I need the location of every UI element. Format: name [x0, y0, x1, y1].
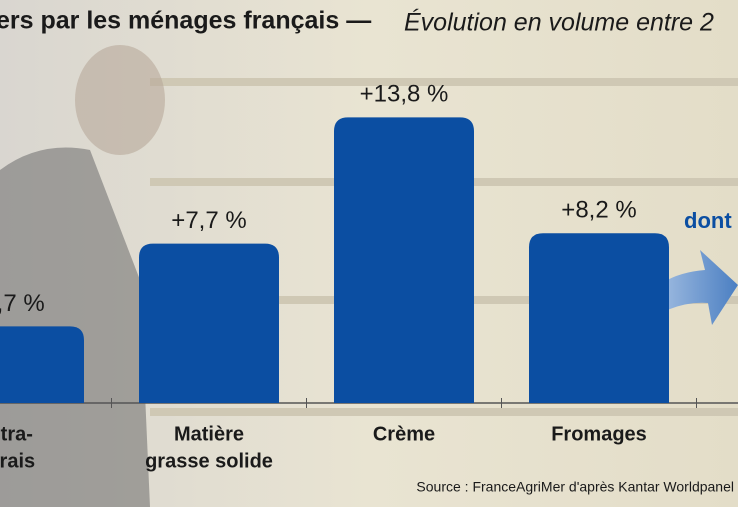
bar	[139, 243, 279, 403]
x-tick-label: grasse solide	[145, 450, 273, 472]
value-label: +13,8 %	[360, 81, 449, 108]
value-label: +8,2 %	[561, 197, 636, 224]
x-tick-label: frais	[0, 450, 35, 472]
chart-title: ers par les ménages français —	[0, 7, 371, 35]
source: Source : FranceAgriMer d'après Kantar Wo…	[416, 479, 734, 495]
bar	[0, 326, 84, 403]
value-label: +7,7 %	[171, 207, 246, 234]
person-head	[75, 45, 165, 155]
x-tick-label: ltra-	[0, 423, 33, 445]
arrow	[625, 250, 738, 340]
x-tick-label: Crème	[373, 423, 435, 445]
value-label: 3,7 %	[0, 290, 45, 317]
bar	[529, 233, 669, 403]
x-tick-label: Matière	[174, 423, 244, 445]
bar	[334, 117, 474, 403]
chart-subtitle: Évolution en volume entre 2	[404, 8, 714, 37]
annotation: dont	[684, 208, 732, 233]
x-tick-label: Fromages	[551, 423, 647, 445]
